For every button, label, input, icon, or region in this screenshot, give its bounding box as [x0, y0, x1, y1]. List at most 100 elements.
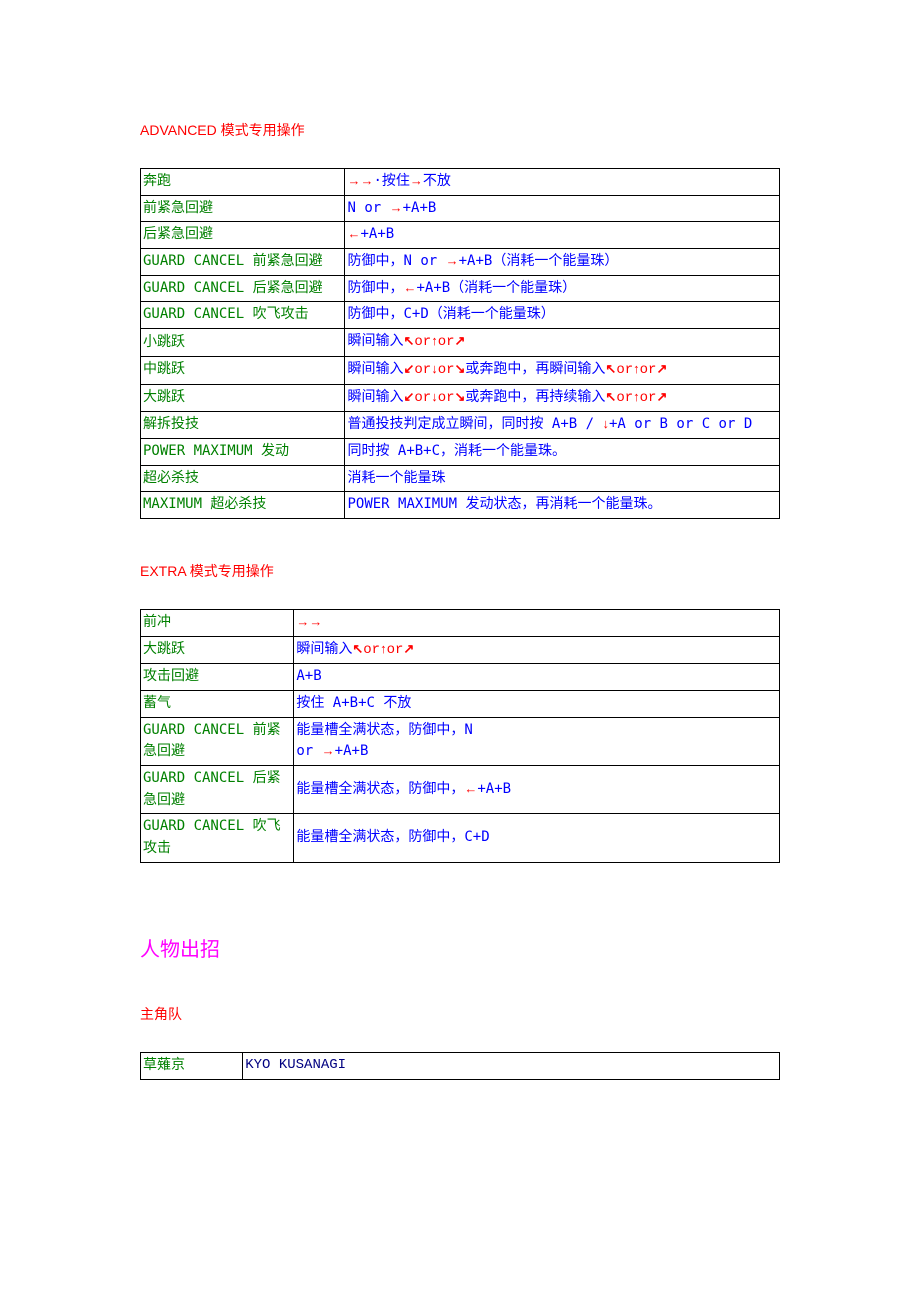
- move-name: 后紧急回避: [141, 222, 345, 249]
- or-text: or: [640, 362, 657, 378]
- cmd-text: +A+B: [477, 781, 511, 797]
- table-row: GUARD CANCEL 吹飞攻击防御中，C+D（消耗一个能量珠）: [141, 302, 780, 329]
- cmd-text: POWER MAXIMUM 发动状态，再消耗一个能量珠。: [347, 496, 661, 512]
- move-command: →→: [294, 609, 780, 636]
- move-command: ←+A+B: [345, 222, 780, 249]
- or-text: or: [438, 390, 455, 406]
- move-name: 前冲: [141, 609, 294, 636]
- left-arrow-icon: ←: [464, 779, 477, 799]
- upright-arrow-icon: ↗: [455, 331, 466, 351]
- upleft-arrow-icon: ↖: [605, 359, 616, 379]
- advanced-heading: ADVANCED 模式专用操作: [140, 120, 780, 140]
- move-command: 防御中，←+A+B（消耗一个能量珠）: [345, 275, 780, 302]
- move-command: 瞬间输入↙or↓or↘或奔跑中，再瞬间输入↖or↑or↗: [345, 356, 780, 384]
- cmd-text: 瞬间输入: [347, 333, 403, 349]
- move-command: 按住 A+B+C 不放: [294, 691, 780, 718]
- cmd-text: +A+B: [360, 226, 394, 242]
- cmd-text: A+B: [296, 668, 321, 684]
- extra-tbody: 前冲→→大跳跃瞬间输入↖or↑or↗攻击回避A+B蓄气按住 A+B+C 不放GU…: [141, 609, 780, 862]
- right-arrow-icon: →: [322, 741, 335, 761]
- cmd-text: 能量槽全满状态，防御中，: [296, 781, 464, 797]
- move-command: POWER MAXIMUM 发动状态，再消耗一个能量珠。: [345, 492, 780, 519]
- or-text: or: [414, 334, 431, 350]
- move-name: GUARD CANCEL 前紧急回避: [141, 249, 345, 276]
- table-row: MAXIMUM 超必杀技POWER MAXIMUM 发动状态，再消耗一个能量珠。: [141, 492, 780, 519]
- move-name: 解拆投技: [141, 412, 345, 439]
- table-row: GUARD CANCEL 吹飞攻击能量槽全满状态，防御中，C+D: [141, 814, 780, 862]
- cmd-text: 能量槽全满状态，防御中，N: [296, 722, 472, 738]
- table-row: 前紧急回避N or →+A+B: [141, 195, 780, 222]
- advanced-tbody: 奔跑→→·按住→不放前紧急回避N or →+A+B后紧急回避←+A+BGUARD…: [141, 169, 780, 519]
- cmd-text: 或奔跑中，再持续输入: [465, 389, 605, 405]
- cmd-text: 同时按 A+B+C，消耗一个能量珠。: [347, 443, 566, 459]
- or-text: or: [616, 390, 633, 406]
- right-arrow-icon: →: [309, 612, 322, 632]
- right-arrow-icon: →: [360, 171, 373, 191]
- move-name: 小跳跃: [141, 329, 345, 357]
- character-table: 草薙京 KYO KUSANAGI: [140, 1052, 780, 1080]
- cmd-text: 消耗一个能量珠: [347, 470, 445, 486]
- table-row: GUARD CANCEL 后紧急回避防御中，←+A+B（消耗一个能量珠）: [141, 275, 780, 302]
- or-text: or: [414, 390, 431, 406]
- move-command: 同时按 A+B+C，消耗一个能量珠。: [345, 438, 780, 465]
- cmd-text: +A+B: [403, 200, 437, 216]
- or-text: or: [363, 642, 380, 658]
- cmd-text: ·按住: [373, 173, 409, 189]
- cmd-text: 瞬间输入: [347, 361, 403, 377]
- move-name: 攻击回避: [141, 664, 294, 691]
- team-heading: 主角队: [140, 1004, 780, 1024]
- move-command: 瞬间输入↙or↓or↘或奔跑中，再持续输入↖or↑or↗: [345, 384, 780, 412]
- or-text: or: [414, 362, 431, 378]
- table-row: 攻击回避A+B: [141, 664, 780, 691]
- move-name: 中跳跃: [141, 356, 345, 384]
- move-command: 普通投技判定成立瞬间，同时按 A+B / ↓+A or B or C or D: [345, 412, 780, 439]
- downleft-arrow-icon: ↙: [403, 359, 414, 379]
- cmd-text: 能量槽全满状态，防御中，C+D: [296, 829, 489, 845]
- cmd-text: N or: [347, 200, 389, 216]
- move-command: 瞬间输入↖or↑or↗: [294, 636, 780, 664]
- characters-heading: 人物出招: [140, 933, 780, 962]
- table-row: 解拆投技普通投技判定成立瞬间，同时按 A+B / ↓+A or B or C o…: [141, 412, 780, 439]
- or-text: or: [640, 390, 657, 406]
- cmd-text: 防御中，C+D（消耗一个能量珠）: [347, 306, 554, 322]
- cmd-text: +A+B（消耗一个能量珠）: [459, 253, 619, 269]
- move-command: 能量槽全满状态，防御中，←+A+B: [294, 766, 780, 814]
- move-name: GUARD CANCEL 前紧急回避: [141, 717, 294, 765]
- right-arrow-icon: →: [390, 198, 403, 218]
- right-arrow-icon: →: [296, 612, 309, 632]
- move-name: 奔跑: [141, 169, 345, 196]
- or-text: or: [438, 362, 455, 378]
- table-row: 大跳跃瞬间输入↙or↓or↘或奔跑中，再持续输入↖or↑or↗: [141, 384, 780, 412]
- move-name: GUARD CANCEL 后紧急回避: [141, 275, 345, 302]
- left-arrow-icon: ←: [403, 278, 416, 298]
- character-jp: 草薙京: [141, 1052, 243, 1079]
- table-row: 小跳跃瞬间输入↖or↑or↗: [141, 329, 780, 357]
- move-name: 大跳跃: [141, 384, 345, 412]
- upleft-arrow-icon: ↖: [352, 639, 363, 659]
- extra-heading-prefix: EXTRA: [140, 563, 186, 579]
- character-en: KYO KUSANAGI: [243, 1052, 780, 1079]
- advanced-heading-prefix: ADVANCED: [140, 122, 217, 138]
- move-command: 能量槽全满状态，防御中，C+D: [294, 814, 780, 862]
- cmd-text: 不放: [423, 173, 451, 189]
- table-row: 前冲→→: [141, 609, 780, 636]
- table-row: GUARD CANCEL 前紧急回避防御中，N or →+A+B（消耗一个能量珠…: [141, 249, 780, 276]
- move-command: 能量槽全满状态，防御中，Nor →+A+B: [294, 717, 780, 765]
- table-row: 大跳跃瞬间输入↖or↑or↗: [141, 636, 780, 664]
- table-row: 超必杀技消耗一个能量珠: [141, 465, 780, 492]
- extra-table: 前冲→→大跳跃瞬间输入↖or↑or↗攻击回避A+B蓄气按住 A+B+C 不放GU…: [140, 609, 780, 863]
- character-row: 草薙京 KYO KUSANAGI: [141, 1052, 780, 1079]
- move-command: 防御中，N or →+A+B（消耗一个能量珠）: [345, 249, 780, 276]
- upright-arrow-icon: ↗: [656, 387, 667, 407]
- move-name: 大跳跃: [141, 636, 294, 664]
- table-row: GUARD CANCEL 后紧急回避能量槽全满状态，防御中，←+A+B: [141, 766, 780, 814]
- cmd-text: 普通投技判定成立瞬间，同时按 A+B /: [347, 416, 602, 432]
- upleft-arrow-icon: ↖: [403, 331, 414, 351]
- cmd-text: +A+B: [335, 743, 369, 759]
- move-name: 超必杀技: [141, 465, 345, 492]
- move-name: MAXIMUM 超必杀技: [141, 492, 345, 519]
- table-row: GUARD CANCEL 前紧急回避能量槽全满状态，防御中，Nor →+A+B: [141, 717, 780, 765]
- move-name: POWER MAXIMUM 发动: [141, 438, 345, 465]
- move-command: 瞬间输入↖or↑or↗: [345, 329, 780, 357]
- or-text: or: [387, 642, 404, 658]
